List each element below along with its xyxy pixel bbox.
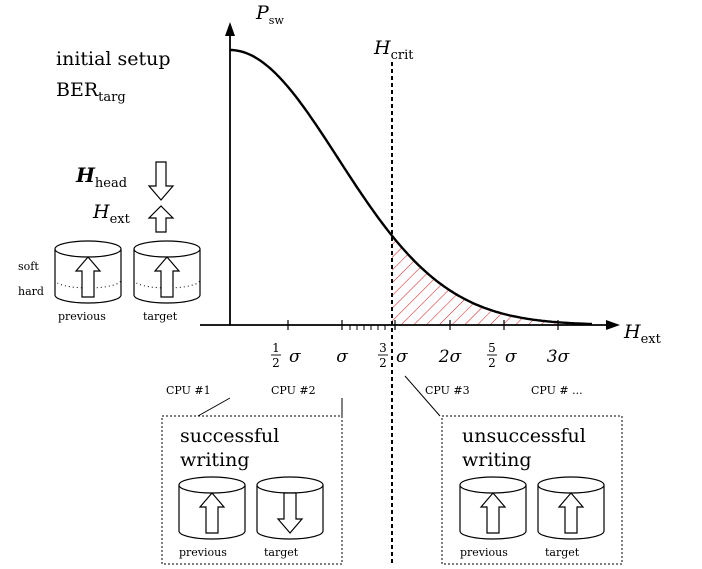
critical-field-label: Hcrit [373,37,414,63]
arrow-up-icon [479,492,507,534]
head-field-label: Hhead [75,163,127,191]
legend-target-label: target [143,310,178,323]
successful-writing-cylinders [178,476,324,540]
svg-text:2: 2 [272,356,280,370]
successful-target-label: target [264,546,299,559]
legend-target-cylinder [133,240,201,304]
unsuccessful-writing-line2: writing [462,449,532,471]
cpu-1-label: CPU #1 [166,384,211,397]
svg-text:σ: σ [505,347,517,367]
legend-previous-label: previous [58,310,106,323]
x-tick-label-4: 52 σ [487,341,517,370]
svg-text:1: 1 [272,341,280,355]
x-axis-arrow-icon [606,320,620,330]
x-tick-label-3: 2σ [438,347,462,367]
svg-text:3σ: 3σ [547,347,570,367]
y-axis-arrow-icon [225,22,235,36]
successful-previous-label: previous [179,546,227,559]
x-tick-label-5: 3σ [547,347,570,367]
x-tick-label-0: 12 σ [271,341,301,370]
arrow-up-icon [198,492,226,534]
head-field-down-arrow-icon [147,161,175,201]
svg-text:σ: σ [289,347,301,367]
successful-writing-line2: writing [180,449,250,471]
error-tail-hatched-area [392,235,592,325]
hard-layer-label: hard [18,285,44,298]
svg-text:σ: σ [396,347,408,367]
unsuccessful-previous-label: previous [460,546,508,559]
arrow-down-icon [276,492,304,534]
svg-text:5: 5 [488,341,496,355]
x-axis-label: Hext [623,321,662,347]
successful-previous-cylinder [178,476,246,540]
external-field-up-arrow-icon [147,205,175,233]
soft-layer-label: soft [18,260,39,273]
x-tick-label-2: 32 σ [378,341,408,370]
y-axis-label: Psw [255,2,284,27]
unsuccessful-target-label: target [545,546,580,559]
unsuccessful-writing-box [441,415,623,565]
unsuccessful-previous-cylinder [459,476,527,540]
unsuccessful-writing-cylinders [459,476,605,540]
initial-setup-label: initial setup [56,48,171,70]
svg-text:2: 2 [379,356,387,370]
target-ber-label: BERtarg [56,79,126,105]
cpu-3-label: CPU #3 [425,384,470,397]
cpu-n-label: CPU # ... [531,384,583,397]
cpu-2-label: CPU #2 [271,384,316,397]
legend-cylinders [54,240,201,304]
svg-text:σ: σ [336,347,348,367]
x-axis-tick-labels: 12 σ σ 32 σ 2σ 52 σ 3σ [271,341,570,370]
legend-previous-cylinder [54,240,122,304]
svg-text:3: 3 [379,341,387,355]
unsuccessful-writing-line1: unsuccessful [462,425,586,447]
cpu-1-connector [197,397,231,417]
arrow-up-icon [74,256,102,298]
external-field-label: Hext [92,201,131,227]
arrow-up-icon [557,492,585,534]
x-tick-label-1: σ [336,347,348,367]
svg-text:2σ: 2σ [438,347,462,367]
successful-writing-box [161,415,343,565]
arrow-up-icon [153,256,181,298]
unsuccessful-target-cylinder [537,476,605,540]
successful-target-cylinder [256,476,324,540]
successful-writing-line1: successful [180,425,279,447]
x-axis-ticks [287,320,559,330]
switching-probability-curve [230,48,593,326]
svg-text:2: 2 [488,356,496,370]
cpu-3-connector [404,375,441,417]
